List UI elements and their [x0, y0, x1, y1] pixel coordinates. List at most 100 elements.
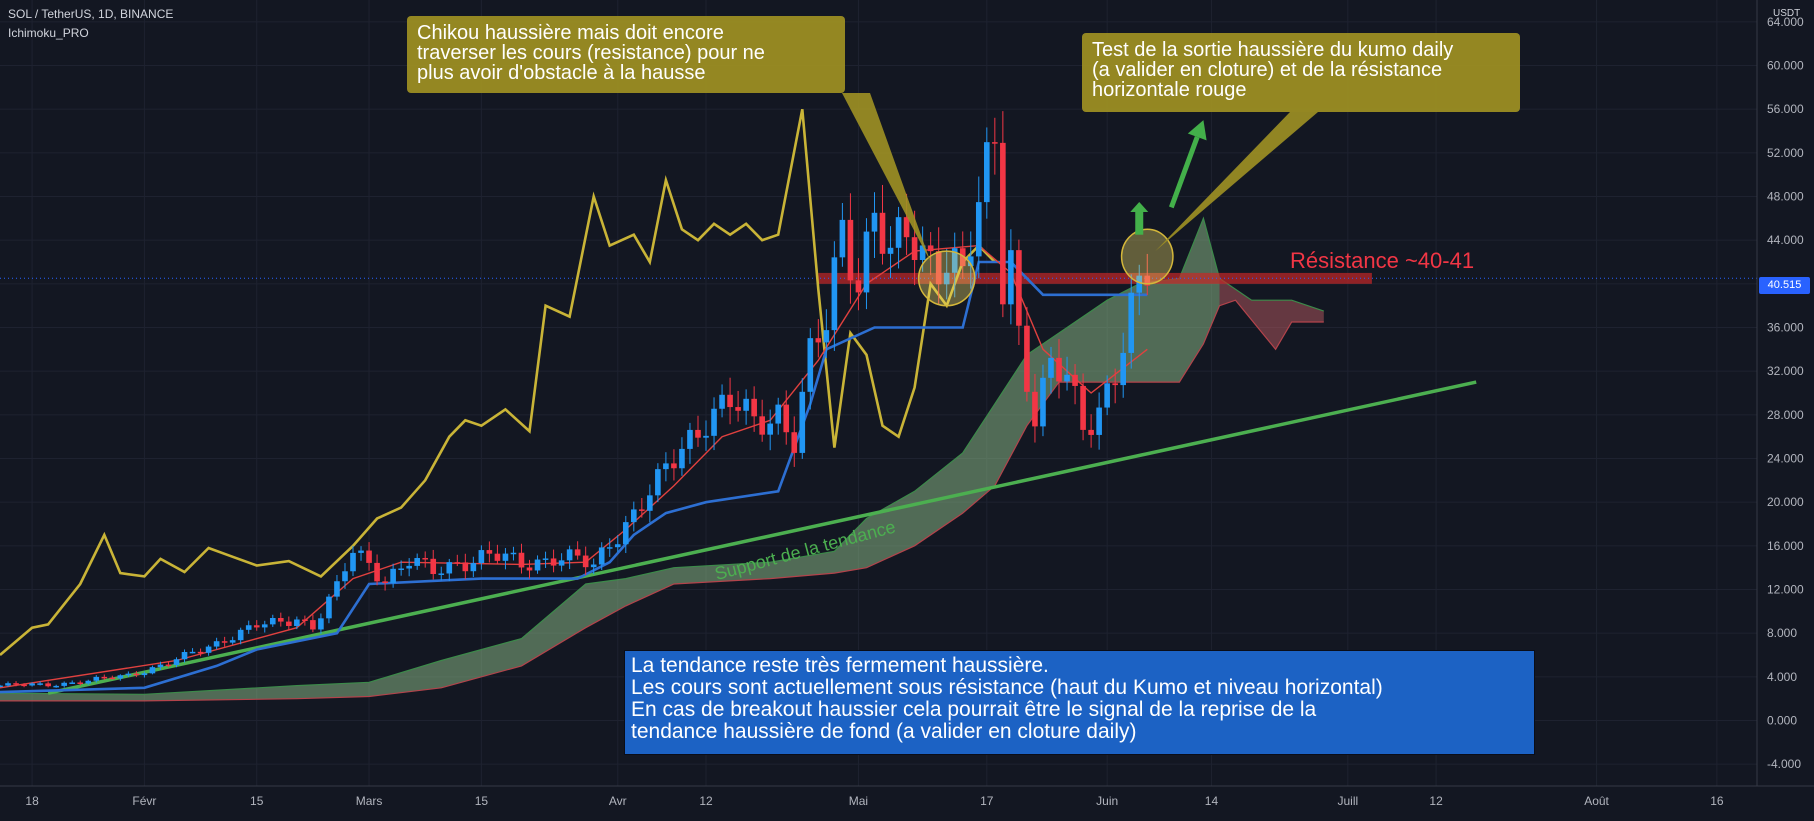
x-tick-label: 12	[699, 794, 713, 808]
candle-body	[727, 394, 733, 408]
kijun-line	[0, 260, 1148, 694]
candle-body	[1120, 352, 1127, 386]
candle-body	[454, 562, 461, 564]
summary-annotation[interactable]: La tendance reste très fermement haussiè…	[624, 650, 1535, 755]
candle-body	[53, 685, 59, 688]
x-tick-label: Juill	[1337, 794, 1358, 808]
candle-body	[582, 555, 589, 568]
candle-body	[438, 573, 445, 575]
candle-body	[382, 581, 388, 584]
candle-body	[791, 432, 798, 453]
candle-body	[855, 280, 862, 293]
candle-body	[85, 680, 92, 684]
candle-body	[1040, 377, 1046, 427]
axis-unit-label: USDT	[1773, 8, 1801, 19]
candle-body	[101, 676, 108, 679]
candle-body	[165, 664, 172, 667]
candle-body	[342, 571, 348, 582]
x-tick-label: Juin	[1096, 794, 1118, 808]
candle-body	[967, 256, 974, 267]
candle-body	[622, 522, 629, 545]
candle-body	[598, 547, 605, 565]
candle-body	[759, 416, 765, 435]
y-tick-label: 44.000	[1767, 233, 1804, 247]
candle-body	[799, 391, 806, 453]
x-tick-label: 18	[25, 794, 39, 808]
candle-body	[213, 641, 220, 647]
candle-body	[1064, 374, 1070, 382]
x-tick-label: Août	[1584, 794, 1609, 808]
candle-body	[1096, 407, 1102, 435]
candle-body	[366, 550, 372, 563]
candle-body	[197, 651, 204, 654]
candle-body	[558, 560, 565, 566]
candle-body	[61, 682, 67, 686]
candle-body	[887, 247, 894, 254]
candle-body	[173, 659, 180, 666]
senkou-b-line	[0, 299, 1324, 702]
candle-body	[478, 550, 485, 564]
green-arrow-head	[1130, 201, 1149, 212]
candle-body	[294, 619, 300, 626]
candle-body	[157, 664, 164, 668]
y-tick-label: 28.000	[1767, 408, 1804, 422]
candle-body	[93, 676, 100, 681]
kumo-annotation[interactable]: Test de la sortie haussière du kumo dail…	[1082, 33, 1520, 112]
candle-body	[574, 549, 581, 556]
candle-body	[398, 568, 404, 570]
candle-body	[470, 563, 477, 572]
chikou-annotation[interactable]: Chikou haussière mais doit encore traver…	[407, 16, 845, 93]
candle-body	[406, 565, 412, 569]
candle-body	[975, 202, 982, 257]
candle-body	[606, 547, 613, 549]
candle-body	[679, 448, 685, 469]
current-price-tag: 40.515	[1759, 277, 1810, 294]
x-tick-label: 16	[1710, 794, 1724, 808]
candle-body	[1000, 142, 1006, 305]
candle-body	[807, 338, 814, 392]
y-tick-label: 0.000	[1767, 714, 1797, 728]
candle-body	[671, 463, 677, 469]
y-tick-label: 56.000	[1767, 102, 1804, 116]
candle-body	[133, 673, 140, 676]
candle-body	[422, 558, 429, 560]
candle-body	[125, 673, 132, 676]
candle-body	[29, 683, 35, 686]
candle-body	[358, 550, 364, 553]
indicator-label[interactable]: Ichimoku_PRO	[8, 26, 89, 40]
candle-body	[261, 624, 268, 628]
candle-body	[1104, 383, 1110, 408]
green-arrow-shaft	[1168, 136, 1200, 209]
candle-body	[984, 142, 990, 203]
candle-body	[655, 469, 661, 496]
candle-body	[302, 619, 308, 621]
candle-body	[943, 272, 950, 285]
x-tick-label: Févr	[132, 794, 156, 808]
candle-body	[903, 217, 910, 238]
candle-body	[518, 552, 525, 568]
candle-body	[318, 618, 324, 630]
candle-body	[253, 625, 260, 628]
y-tick-label: 32.000	[1767, 364, 1804, 378]
candle-body	[703, 435, 709, 438]
candle-body	[245, 625, 252, 630]
resistance-zone	[818, 272, 1372, 284]
candle-body	[663, 463, 669, 470]
candle-body	[1144, 275, 1151, 286]
candle-body	[871, 212, 878, 232]
candle-body	[719, 394, 725, 409]
candle-body	[45, 683, 51, 687]
candle-body	[13, 683, 19, 685]
candle-body	[462, 562, 469, 572]
x-tick-label: Mars	[356, 794, 383, 808]
candle-body	[735, 407, 741, 411]
candle-body	[286, 621, 292, 626]
x-tick-label: 15	[250, 794, 264, 808]
candle-body	[390, 568, 396, 584]
candle-body	[1048, 357, 1054, 378]
candle-body	[534, 559, 541, 571]
candle-body	[614, 544, 621, 548]
candle-body	[37, 683, 43, 685]
